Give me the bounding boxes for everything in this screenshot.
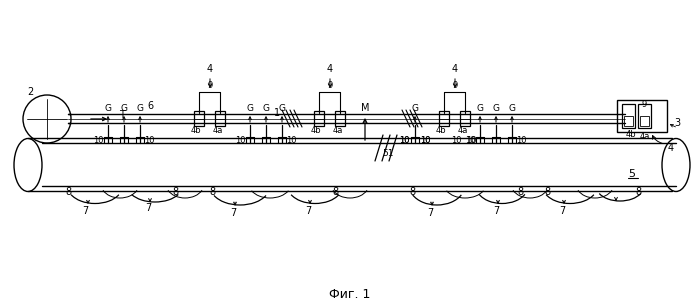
Text: G: G bbox=[279, 103, 286, 113]
Text: 10: 10 bbox=[466, 136, 477, 144]
Text: G: G bbox=[120, 103, 127, 113]
Text: 8: 8 bbox=[544, 187, 550, 197]
Text: 10: 10 bbox=[235, 136, 246, 144]
Text: G: G bbox=[262, 103, 270, 113]
Text: 8: 8 bbox=[517, 187, 523, 197]
Text: 4a: 4a bbox=[640, 132, 650, 140]
Text: 7: 7 bbox=[305, 206, 311, 215]
Text: 4b: 4b bbox=[435, 125, 447, 135]
Text: 5: 5 bbox=[629, 169, 636, 179]
Text: 10: 10 bbox=[420, 136, 430, 144]
Text: 7: 7 bbox=[559, 206, 565, 215]
Text: 7: 7 bbox=[493, 206, 499, 215]
Text: 7: 7 bbox=[230, 207, 236, 218]
Text: 9: 9 bbox=[641, 99, 647, 109]
Text: 10: 10 bbox=[516, 136, 526, 144]
Text: T: T bbox=[119, 110, 125, 120]
Text: 8: 8 bbox=[65, 187, 71, 197]
Text: 8: 8 bbox=[209, 187, 215, 197]
Text: G: G bbox=[493, 103, 500, 113]
Bar bbox=[194, 111, 204, 126]
Text: 10: 10 bbox=[286, 136, 297, 144]
Text: 9: 9 bbox=[328, 80, 332, 89]
Text: 3: 3 bbox=[674, 118, 680, 128]
Text: 10: 10 bbox=[400, 136, 410, 144]
Text: 10: 10 bbox=[420, 136, 430, 144]
Bar bbox=[439, 111, 449, 126]
Text: G: G bbox=[477, 103, 484, 113]
Text: 6: 6 bbox=[147, 101, 153, 111]
Text: G: G bbox=[246, 103, 253, 113]
Text: G: G bbox=[508, 103, 515, 113]
Text: 10: 10 bbox=[144, 136, 155, 144]
Bar bbox=[640, 116, 649, 126]
Text: 7: 7 bbox=[82, 206, 88, 215]
Bar bbox=[314, 111, 324, 126]
Bar bbox=[460, 111, 470, 126]
Text: 4b: 4b bbox=[626, 129, 636, 139]
Bar bbox=[215, 111, 225, 126]
Text: 4a: 4a bbox=[213, 125, 223, 135]
Text: 4: 4 bbox=[668, 143, 674, 153]
Bar bbox=[638, 104, 651, 128]
Bar bbox=[622, 104, 635, 128]
Text: M: M bbox=[360, 103, 370, 113]
Text: G: G bbox=[412, 103, 419, 113]
Text: 4b: 4b bbox=[311, 125, 321, 135]
Text: 4: 4 bbox=[452, 64, 458, 74]
Text: 7: 7 bbox=[427, 207, 433, 218]
Text: G: G bbox=[136, 103, 144, 113]
Text: 4a: 4a bbox=[332, 125, 343, 135]
Text: 1: 1 bbox=[274, 108, 280, 118]
Text: 8: 8 bbox=[409, 187, 415, 197]
Text: G: G bbox=[104, 103, 111, 113]
Text: 8: 8 bbox=[172, 187, 178, 197]
Text: 7: 7 bbox=[145, 203, 151, 213]
Bar bbox=[335, 111, 345, 126]
Text: 4b: 4b bbox=[190, 125, 202, 135]
Text: 10: 10 bbox=[94, 136, 104, 144]
Text: 10: 10 bbox=[466, 136, 476, 144]
Text: 9: 9 bbox=[207, 80, 213, 89]
Text: 2: 2 bbox=[27, 87, 33, 97]
Text: 8: 8 bbox=[635, 187, 641, 197]
Text: 4: 4 bbox=[207, 64, 213, 74]
Text: 10: 10 bbox=[400, 136, 410, 144]
Text: 8: 8 bbox=[332, 187, 338, 197]
Text: 51: 51 bbox=[382, 148, 394, 158]
Bar bbox=[624, 116, 633, 126]
Text: 9: 9 bbox=[452, 80, 458, 89]
Text: 10: 10 bbox=[452, 136, 462, 144]
Text: 4: 4 bbox=[327, 64, 333, 74]
Text: 4a: 4a bbox=[458, 125, 468, 135]
Bar bbox=[617, 100, 667, 132]
Text: Фиг. 1: Фиг. 1 bbox=[329, 288, 371, 300]
